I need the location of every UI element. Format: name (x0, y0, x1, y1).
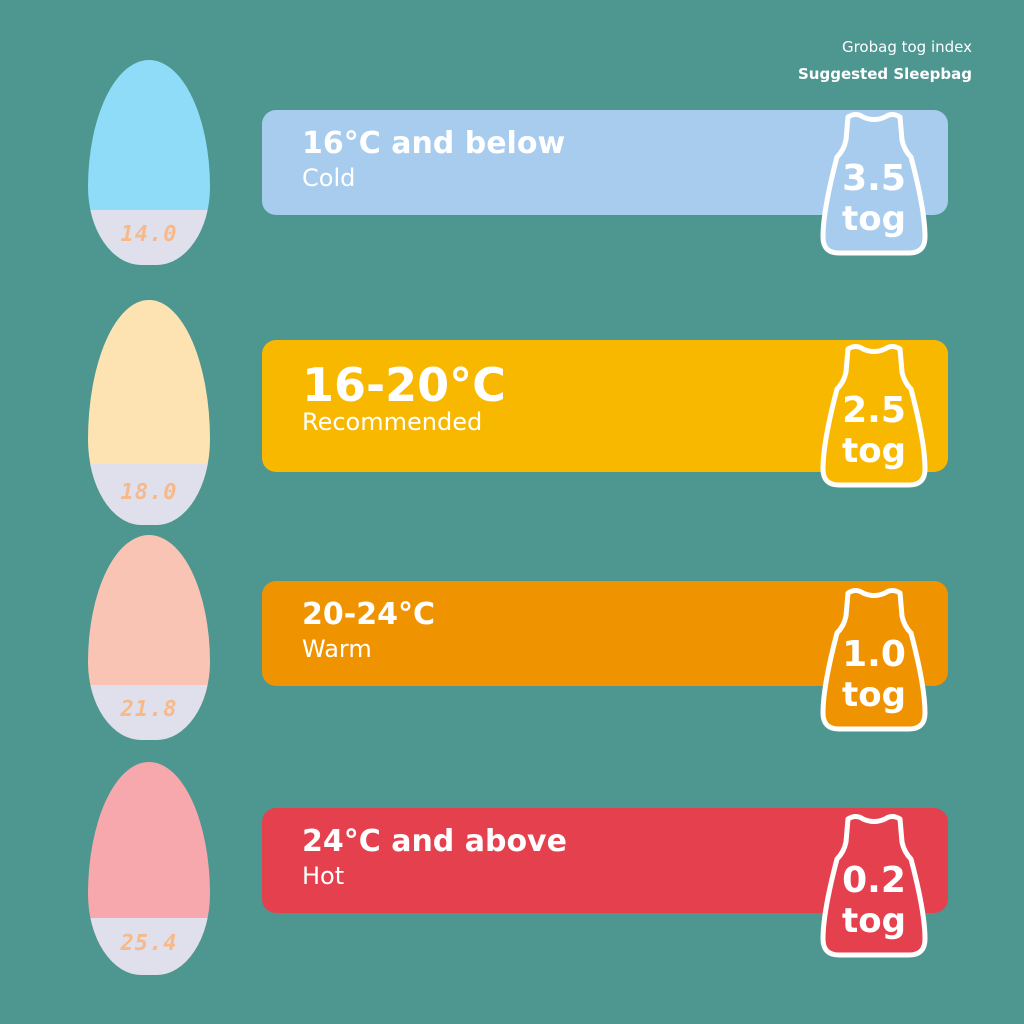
egg-base (88, 684, 210, 740)
temperature-band-warm: 20-24°C Warm (262, 581, 948, 686)
band-title: 16-20°C (302, 358, 506, 412)
egg-nightlight-cold: 14.0 (88, 60, 210, 265)
temperature-display: 14.0 (120, 221, 178, 247)
egg-base (88, 917, 210, 975)
temperature-display: 21.8 (120, 696, 178, 722)
tog-value: 0.2 (842, 860, 906, 901)
temperature-display: 18.0 (120, 479, 178, 505)
sleepbag-icon (820, 814, 928, 958)
tog-value: 2.5 (842, 390, 906, 431)
tog-index-label: Grobag tog index (841, 38, 972, 56)
sleepbag-tog-cold: 3.5 tog (818, 110, 930, 258)
egg-nightlight-hot: 25.4 (88, 762, 210, 975)
temperature-band-hot: 24°C and above Hot (262, 808, 948, 913)
suggested-sleepbag-label: Suggested Sleepbag (798, 65, 972, 83)
band-subtitle: Hot (302, 862, 345, 890)
temperature-display: 25.4 (120, 930, 178, 956)
band-title: 24°C and above (302, 824, 567, 859)
sleepbag-tog-warm: 1.0 tog (818, 586, 930, 734)
tog-unit: tog (842, 199, 906, 239)
tog-value: 3.5 (842, 158, 906, 199)
sleepbag-tog-recommended: 2.5 tog (818, 342, 930, 490)
sleepbag-icon (820, 588, 928, 732)
sleepbag-tog-hot: 0.2 tog (818, 812, 930, 960)
egg-nightlight-recommended: 18.0 (88, 300, 210, 525)
band-subtitle: Recommended (302, 408, 483, 436)
tog-unit: tog (842, 431, 906, 471)
tog-unit: tog (842, 675, 906, 715)
egg-base (88, 464, 210, 525)
sleepbag-icon (820, 112, 928, 256)
egg-nightlight-warm: 21.8 (88, 535, 210, 740)
band-title: 20-24°C (302, 597, 435, 632)
band-title: 16°C and below (302, 126, 566, 161)
tog-value: 1.0 (842, 634, 906, 675)
band-subtitle: Cold (302, 164, 356, 192)
egg-base (88, 209, 210, 265)
tog-unit: tog (842, 901, 906, 941)
sleepbag-icon (820, 344, 928, 488)
band-subtitle: Warm (302, 635, 372, 663)
